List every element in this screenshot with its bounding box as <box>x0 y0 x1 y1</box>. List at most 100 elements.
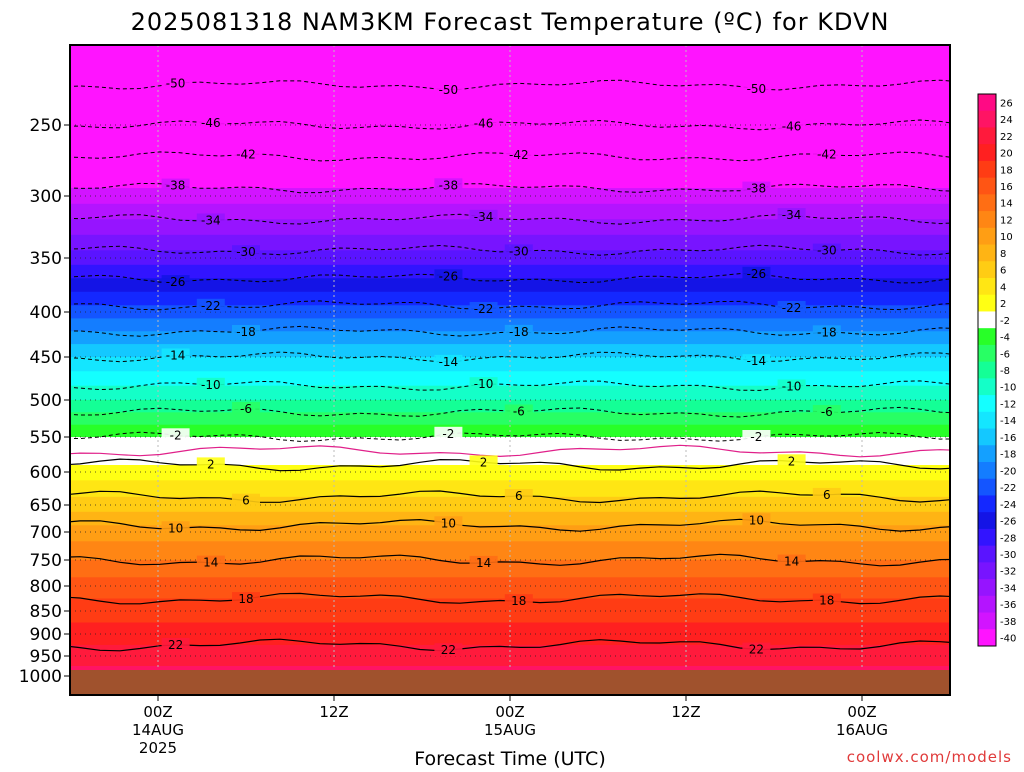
x-tick-label: 14AUG <box>132 721 184 739</box>
colorbar-tick-label: -26 <box>1000 517 1016 528</box>
isotherm-label-bg <box>469 455 498 469</box>
isotherm-label-bg <box>196 457 225 471</box>
colorbar-swatch <box>978 344 996 363</box>
isotherm-label-bg <box>742 354 771 368</box>
isotherm-label-bg <box>812 487 841 501</box>
x-tick-label: 00Z <box>143 703 172 721</box>
y-tick-label: 500 <box>30 391 62 411</box>
isotherm-label: -14 <box>439 355 459 369</box>
colorbar-swatch <box>978 562 996 580</box>
y-tick-label: 250 <box>30 116 62 136</box>
isotherm-label-bg <box>434 516 463 530</box>
isotherm-line <box>70 273 950 284</box>
isotherm-label-bg <box>232 325 260 338</box>
y-tick-label: 450 <box>30 348 62 368</box>
isotherm-label: -30 <box>817 244 837 258</box>
isotherm-label: -6 <box>513 405 525 419</box>
colorbar-tick-label: 10 <box>1000 232 1013 243</box>
isotherm-label: -18 <box>817 325 837 339</box>
isotherm-label-bg <box>742 181 771 195</box>
isotherm-label: 14 <box>784 555 799 569</box>
isotherm-label: -22 <box>201 299 221 313</box>
isotherm-line <box>70 518 950 532</box>
colorbar-tick-label: -18 <box>1000 450 1016 461</box>
colorbar-tick-label: -10 <box>1000 383 1016 394</box>
isotherm-contours: -50 -50 -50 -46 -46 -46 -42 -42 -42 -38 -38 -38 -34 -… <box>70 76 950 657</box>
isotherm-label-bg <box>232 401 260 415</box>
isotherm-label: 2 <box>788 454 796 468</box>
colorbar-tick-label: 4 <box>1000 282 1006 293</box>
isotherm-label: -34 <box>474 210 494 224</box>
isotherm-label-bg <box>812 147 841 161</box>
isotherm-label: -38 <box>747 182 767 196</box>
colorbar-tick-label: 8 <box>1000 249 1006 260</box>
isotherm-label-bg <box>232 245 260 259</box>
colorbar-tick-label: -30 <box>1000 550 1016 561</box>
isotherm-label: 18 <box>238 592 253 606</box>
isotherm-label-bg <box>469 302 498 315</box>
colorbar-swatch <box>978 127 996 145</box>
isotherm-label-bg <box>777 379 806 393</box>
colorbar-tick-label: -28 <box>1000 533 1016 544</box>
isotherm-label-bg <box>434 426 463 440</box>
isotherm-label: 2 <box>480 455 488 469</box>
colorbar-tick-label: 20 <box>1000 149 1013 160</box>
isotherm-label-bg <box>196 213 225 227</box>
isotherm-label: -10 <box>201 378 221 392</box>
isotherm-label-bg <box>777 554 806 568</box>
isotherm-label-bg <box>504 244 533 258</box>
isotherm-label-bg <box>196 298 225 312</box>
isotherm-label: -38 <box>439 178 459 192</box>
isotherm-label-bg <box>434 82 463 96</box>
colorbar-tick-label: -32 <box>1000 567 1016 578</box>
isotherm-label-bg <box>777 454 806 468</box>
colorbar-swatch <box>978 445 996 463</box>
isotherm-label: -26 <box>747 267 767 281</box>
isotherm-label-bg <box>161 428 190 442</box>
isotherm-label-bg <box>161 178 190 192</box>
ground-below-surface <box>70 670 950 695</box>
x-tick-label: 2025 <box>139 739 177 757</box>
colorbar-tick-label: -8 <box>1000 366 1010 377</box>
y-tick-label: 550 <box>30 428 62 448</box>
colorbar-tick-label: 14 <box>1000 199 1013 210</box>
isotherm-label-bg <box>504 404 533 418</box>
isotherm-label-bg <box>777 301 806 314</box>
isotherm-label: 22 <box>441 643 456 657</box>
colorbar-swatch <box>978 378 996 396</box>
isotherm-label-bg <box>469 555 498 569</box>
isotherm-label-bg <box>434 354 463 368</box>
isotherm-label-bg <box>742 430 771 443</box>
y-tick-label: 400 <box>30 303 62 323</box>
isotherm-line <box>70 351 950 363</box>
isotherm-label-bg <box>504 489 533 502</box>
isotherm-label-bg <box>232 147 260 161</box>
isotherm-label-bg <box>777 119 806 133</box>
isotherm-label: -34 <box>201 214 221 228</box>
y-tick-label: 900 <box>30 625 62 645</box>
colorbar-swatch <box>978 328 996 346</box>
colorbar-swatch <box>978 177 996 195</box>
colorbar-tick-label: 18 <box>1000 165 1013 176</box>
isotherm-label-bg <box>504 147 533 161</box>
isotherm-label: -46 <box>201 116 221 130</box>
isotherm-label: -50 <box>747 82 767 96</box>
colorbar-swatch <box>978 495 996 513</box>
isotherm-line <box>70 79 950 91</box>
isotherm-label-bg <box>161 521 190 535</box>
colorbar-tick-label: 12 <box>1000 216 1013 227</box>
isotherm-label: 10 <box>749 513 764 527</box>
colorbar-swatch <box>978 612 996 630</box>
isotherm-label: -14 <box>747 354 767 368</box>
isotherm-label-bg <box>196 555 225 569</box>
chart-title: 2025081318 NAM3KM Forecast Temperature (… <box>131 8 890 36</box>
colorbar-swatch <box>978 478 996 496</box>
isotherm-label-bg <box>161 637 190 651</box>
isotherm-label: -42 <box>236 148 256 162</box>
isotherm-label-bg <box>742 81 771 95</box>
colorbar-swatch <box>978 411 996 430</box>
colorbar-tick-label: -40 <box>1000 634 1016 645</box>
colorbar-tick-label: -34 <box>1000 584 1016 595</box>
y-tick-label: 800 <box>30 577 62 597</box>
